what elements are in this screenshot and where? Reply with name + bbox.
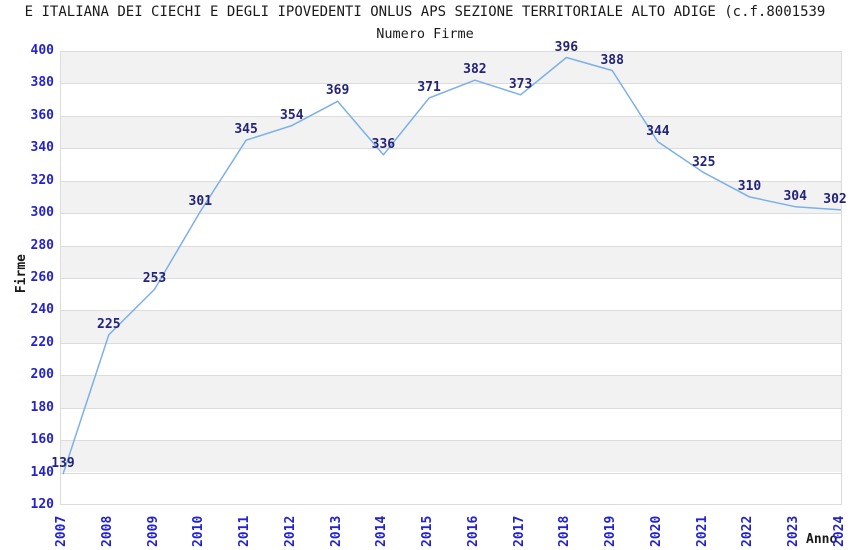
y-tick-label: 280 (30, 238, 54, 253)
x-tick-label: 2014 (374, 515, 389, 547)
y-tick-label: 360 (30, 108, 54, 123)
x-axis-title: Anno (806, 532, 838, 547)
y-tick-label: 160 (30, 432, 54, 447)
data-label: 396 (554, 39, 579, 55)
x-tick-label: 2008 (100, 515, 115, 547)
series-line-canvas (62, 56, 842, 475)
plot-band (61, 115, 841, 149)
x-tick-label: 2016 (466, 515, 481, 547)
y-tick-label: 140 (30, 465, 54, 480)
data-label: 336 (371, 136, 396, 152)
x-tick-label: 2018 (557, 515, 572, 547)
gridline (61, 213, 841, 214)
plot-band (61, 245, 841, 278)
gridline (61, 473, 841, 474)
data-label: 325 (691, 154, 716, 170)
series-line (62, 56, 842, 475)
data-label: 139 (51, 456, 75, 472)
data-label: 301 (188, 193, 213, 209)
gridline (61, 375, 841, 376)
data-label: 310 (737, 178, 762, 194)
x-tick-label: 2010 (191, 515, 206, 547)
gridline (61, 408, 841, 409)
gridline (61, 51, 841, 52)
plot-band (61, 180, 841, 214)
plot-band (61, 440, 841, 473)
x-tick-label: 2013 (329, 515, 344, 547)
x-tick-label: 2017 (512, 515, 527, 547)
y-tick-label: 300 (30, 205, 54, 220)
x-tick-label: 2012 (283, 515, 298, 547)
plot-band (61, 310, 841, 343)
data-label: 354 (280, 107, 304, 123)
gridline (61, 116, 841, 117)
y-tick-label: 240 (30, 302, 54, 317)
gridline (61, 504, 841, 505)
x-tick-label: 2023 (786, 515, 801, 547)
gridline (61, 440, 841, 441)
x-tick-label: 2015 (420, 515, 435, 547)
y-tick-label: 320 (30, 173, 54, 188)
y-tick-label: 220 (30, 335, 54, 350)
y-tick-label: 380 (30, 75, 54, 90)
gridline (61, 83, 841, 84)
data-label: 304 (783, 188, 807, 204)
gridline (61, 148, 841, 149)
plot-area: 139 225 253 301 345 354 369 336 371 382 373 396 388 3… (51, 41, 847, 505)
plot-band (61, 51, 841, 84)
x-tick-label: 2021 (695, 515, 710, 547)
gridline (61, 310, 841, 311)
data-label: 345 (234, 122, 258, 138)
data-label: 369 (325, 83, 350, 99)
x-tick-label: 2022 (740, 515, 755, 547)
x-tick-label: 2009 (146, 515, 161, 547)
y-tick-label: 120 (30, 497, 54, 512)
data-label: 388 (600, 52, 624, 68)
plot-band (61, 375, 841, 408)
chart-title: E ITALIANA DEI CIECHI E DEGLI IPOVEDENTI… (24, 4, 826, 20)
y-tick-label: 400 (30, 43, 54, 58)
gridline (61, 278, 841, 279)
data-label: 344 (646, 123, 670, 139)
data-label: 225 (97, 316, 121, 332)
data-label: 382 (463, 62, 487, 78)
x-tick-label: 2024 (832, 515, 847, 547)
gridline (61, 246, 841, 247)
data-label: 253 (142, 271, 167, 287)
x-tick-label: 2011 (237, 515, 252, 547)
data-label: 371 (417, 80, 441, 95)
data-label: 373 (508, 76, 533, 92)
gridline (61, 181, 841, 182)
gridline (61, 343, 841, 344)
x-tick-label: 2007 (54, 515, 69, 547)
data-label: 302 (823, 191, 847, 207)
chart-subtitle: Numero Firme (376, 26, 474, 42)
y-tick-label: 260 (30, 270, 54, 285)
y-tick-label: 340 (30, 140, 54, 155)
y-tick-label: 180 (30, 400, 54, 415)
x-tick-label: 2020 (649, 515, 664, 547)
y-tick-label: 200 (30, 367, 54, 382)
x-tick-label: 2019 (603, 515, 618, 547)
